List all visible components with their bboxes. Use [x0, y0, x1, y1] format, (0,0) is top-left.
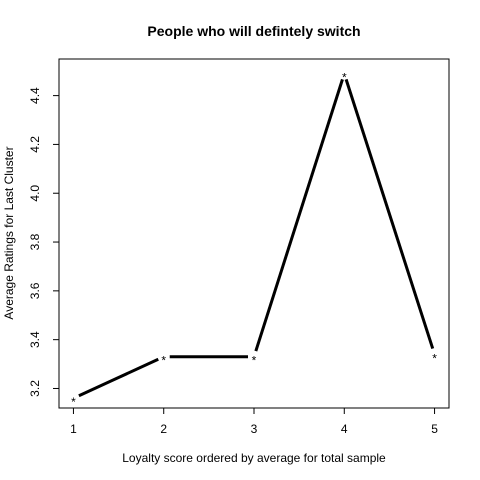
- chart-title: People who will defintely switch: [147, 23, 360, 39]
- y-tick-label-1: 3.4: [28, 331, 42, 348]
- series-segment-3: [344, 78, 435, 350]
- series-segment-0: [78, 357, 159, 398]
- data-point-4: *: [432, 351, 437, 365]
- x-tick-label-4: 5: [431, 422, 438, 436]
- y-tick-label-2: 3.6: [28, 282, 42, 299]
- x-tick-label-0: 1: [70, 422, 77, 436]
- data-point-2: *: [252, 354, 257, 368]
- x-axis: 1 2 3 4 5: [70, 408, 438, 436]
- series-line-group: [78, 78, 435, 398]
- y-tick-label-0: 3.2: [28, 380, 42, 397]
- point-markers: * * * * *: [71, 71, 437, 410]
- y-tick-label-3: 3.8: [28, 233, 42, 250]
- x-axis-label: Loyalty score ordered by average for tot…: [122, 451, 386, 465]
- y-tick-label-4: 4.0: [28, 185, 42, 202]
- y-tick-label-6: 4.4: [28, 87, 42, 104]
- x-tick-label-3: 4: [341, 422, 348, 436]
- y-axis-label: Average Ratings for Last Cluster: [2, 146, 16, 319]
- y-axis: 3.2 3.4 3.6 3.8 4.0 4.2 4.4: [28, 87, 59, 397]
- data-point-3: *: [342, 71, 347, 85]
- x-tick-label-1: 2: [160, 422, 167, 436]
- y-tick-label-5: 4.2: [28, 136, 42, 153]
- x-tick-label-2: 3: [251, 422, 258, 436]
- data-point-0: *: [71, 395, 76, 409]
- series-segment-2: [254, 78, 344, 352]
- data-point-1: *: [161, 354, 166, 368]
